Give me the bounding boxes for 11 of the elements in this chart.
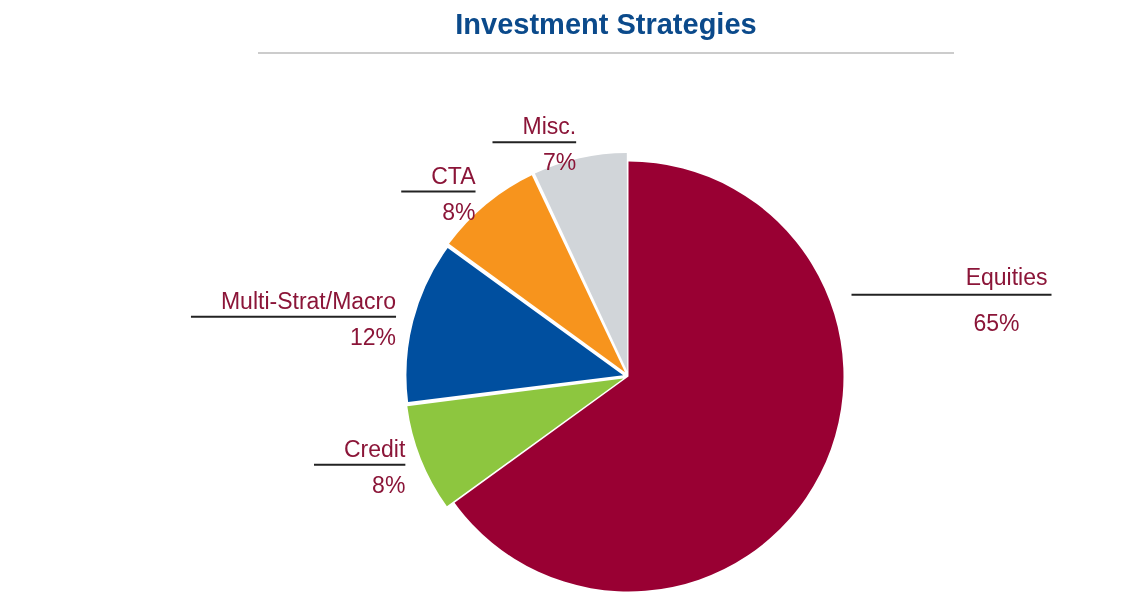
slice-label: Misc. — [522, 113, 577, 140]
data-label: 65% — [973, 309, 1020, 336]
data-label: 8% — [442, 198, 476, 225]
slice-label: CTA — [431, 162, 477, 189]
data-label: 8% — [372, 471, 406, 498]
slice-label: Equities — [965, 263, 1048, 290]
data-label: 7% — [542, 149, 577, 176]
slice-label: Multi-Strat/Macro — [220, 287, 397, 314]
data-label: 12% — [349, 323, 397, 350]
slice-label: Credit — [343, 435, 406, 462]
chart-title: Investment Strategies — [258, 8, 954, 54]
